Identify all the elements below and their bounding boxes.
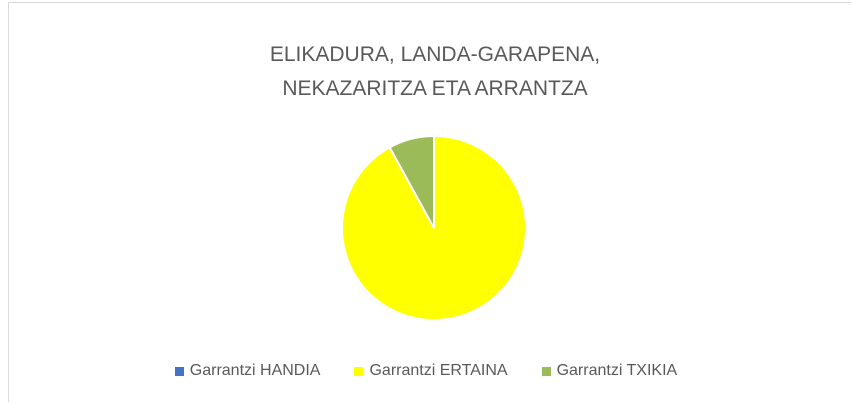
legend-label: Garrantzi HANDIA — [189, 362, 321, 379]
legend-label: Garrantzi TXIKIA — [556, 362, 678, 379]
legend-item: Garrantzi TXIKIA — [541, 362, 678, 380]
legend-swatch — [541, 366, 551, 376]
legend-swatch — [354, 366, 364, 376]
pie-slice — [388, 134, 435, 229]
legend-item: Garrantzi ERTAINA — [354, 362, 508, 380]
legend-swatch — [174, 366, 184, 376]
chart-frame — [8, 2, 851, 402]
legend-item: Garrantzi HANDIA — [174, 362, 321, 380]
legend: Garrantzi HANDIA Garrantzi ERTAINA Garrant… — [0, 362, 852, 380]
chart-title: ELIKADURA, LANDA-GARAPENA, NEKAZARITZA E… — [269, 43, 601, 100]
legend-label: Garrantzi ERTAINA — [369, 362, 508, 379]
